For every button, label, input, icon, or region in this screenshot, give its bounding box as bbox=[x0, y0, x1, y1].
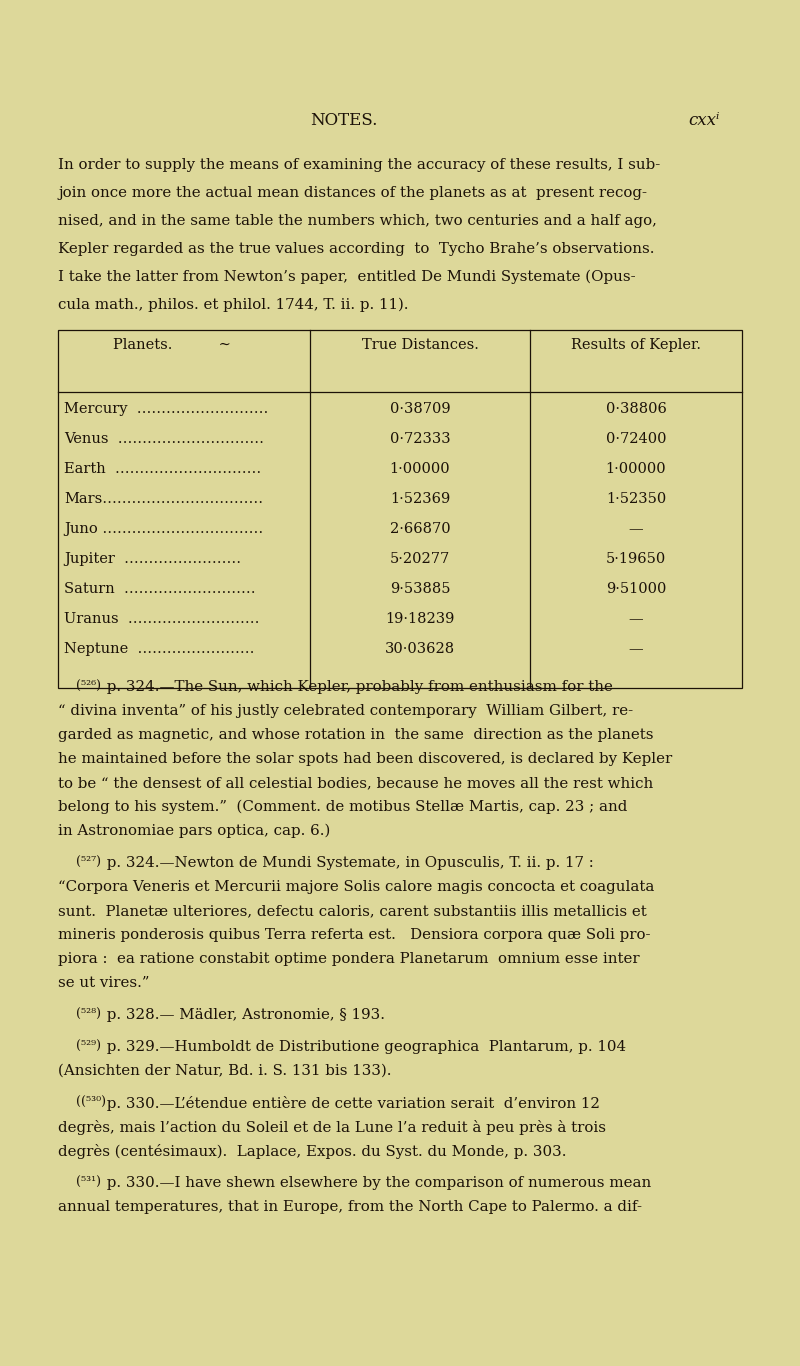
Text: NOTES.: NOTES. bbox=[310, 112, 378, 128]
Text: degrès, mais l’action du Soleil et de la Lune l’a reduit à peu près à trois: degrès, mais l’action du Soleil et de la… bbox=[58, 1120, 606, 1135]
Text: —: — bbox=[629, 612, 643, 626]
Text: p. 324.—Newton de Mundi Systemate, in Opusculis, T. ii. p. 17 :: p. 324.—Newton de Mundi Systemate, in Op… bbox=[102, 856, 594, 870]
Text: Neptune  ……………………: Neptune …………………… bbox=[64, 642, 254, 656]
Text: “ divina inventa” of his justly celebrated contemporary  William Gilbert, re-: “ divina inventa” of his justly celebrat… bbox=[58, 703, 633, 719]
Text: Jupiter  ……………………: Jupiter …………………… bbox=[64, 552, 241, 566]
Text: (⁵²⁹): (⁵²⁹) bbox=[76, 1040, 101, 1053]
Text: belong to his system.”  (Comment. de motibus Stellæ Martis, cap. 23 ; and: belong to his system.” (Comment. de moti… bbox=[58, 800, 627, 814]
Text: 1·00000: 1·00000 bbox=[390, 462, 450, 475]
Text: “Corpora Veneris et Mercurii majore Solis calore magis concocta et coagulata: “Corpora Veneris et Mercurii majore Soli… bbox=[58, 880, 654, 893]
Text: 5·20277: 5·20277 bbox=[390, 552, 450, 566]
Text: (⁵²⁶): (⁵²⁶) bbox=[76, 680, 101, 693]
Text: (⁵²⁸): (⁵²⁸) bbox=[76, 1008, 101, 1020]
Text: 5·19650: 5·19650 bbox=[606, 552, 666, 566]
Text: p. 328.— Mädler, Astronomie, § 193.: p. 328.— Mädler, Astronomie, § 193. bbox=[102, 1008, 385, 1022]
Text: —: — bbox=[629, 642, 643, 656]
Text: sunt.  Planetæ ulteriores, defectu caloris, carent substantiis illis metallicis : sunt. Planetæ ulteriores, defectu calori… bbox=[58, 904, 646, 918]
Text: 0·72333: 0·72333 bbox=[390, 432, 450, 447]
Text: 1·00000: 1·00000 bbox=[606, 462, 666, 475]
Text: In order to supply the means of examining the accuracy of these results, I sub-: In order to supply the means of examinin… bbox=[58, 158, 660, 172]
Text: Saturn  ………………………: Saturn ……………………… bbox=[64, 582, 256, 596]
Text: 0·72400: 0·72400 bbox=[606, 432, 666, 447]
Text: Kepler regarded as the true values according  to  Tycho Brahe’s observations.: Kepler regarded as the true values accor… bbox=[58, 242, 654, 255]
Text: Juno ……………………………: Juno …………………………… bbox=[64, 522, 263, 535]
Text: (Ansichten der Natur, Bd. i. S. 131 bis 133).: (Ansichten der Natur, Bd. i. S. 131 bis … bbox=[58, 1064, 391, 1078]
Text: to be “ the densest of all celestial bodies, because he moves all the rest which: to be “ the densest of all celestial bod… bbox=[58, 776, 654, 790]
Text: 9·53885: 9·53885 bbox=[390, 582, 450, 596]
Text: nised, and in the same table the numbers which, two centuries and a half ago,: nised, and in the same table the numbers… bbox=[58, 214, 657, 228]
Text: annual temperatures, that in Europe, from the North Cape to Palermo. a dif-: annual temperatures, that in Europe, fro… bbox=[58, 1199, 642, 1214]
Text: 19·18239: 19·18239 bbox=[386, 612, 454, 626]
Text: True Distances.: True Distances. bbox=[362, 337, 478, 352]
Text: ((⁵³⁰): ((⁵³⁰) bbox=[76, 1096, 106, 1109]
Text: p. 330.—I have shewn elsewhere by the comparison of numerous mean: p. 330.—I have shewn elsewhere by the co… bbox=[102, 1176, 651, 1190]
Text: 9·51000: 9·51000 bbox=[606, 582, 666, 596]
Text: 1·52369: 1·52369 bbox=[390, 492, 450, 505]
Text: cxxⁱ: cxxⁱ bbox=[688, 112, 720, 128]
Text: 30·03628: 30·03628 bbox=[385, 642, 455, 656]
Text: 1·52350: 1·52350 bbox=[606, 492, 666, 505]
Text: p. 330.—L’étendue entière de cette variation serait  d’environ 12: p. 330.—L’étendue entière de cette varia… bbox=[102, 1096, 600, 1111]
Text: I take the latter from Newton’s paper,  entitled De Mundi Systemate (Opus-: I take the latter from Newton’s paper, e… bbox=[58, 270, 636, 284]
Text: —: — bbox=[629, 522, 643, 535]
Text: mineris ponderosis quibus Terra referta est.   Densiora corpora quæ Soli pro-: mineris ponderosis quibus Terra referta … bbox=[58, 928, 650, 943]
Text: Mars……………………………: Mars…………………………… bbox=[64, 492, 263, 505]
Text: 0·38806: 0·38806 bbox=[606, 402, 666, 417]
Text: p. 324.—The Sun, which Kepler, probably from enthusiasm for the: p. 324.—The Sun, which Kepler, probably … bbox=[102, 680, 613, 694]
Text: se ut vires.”: se ut vires.” bbox=[58, 975, 150, 990]
Text: cula math., philos. et philol. 1744, T. ii. p. 11).: cula math., philos. et philol. 1744, T. … bbox=[58, 298, 409, 313]
Text: piora :  ea ratione constabit optime pondera Planetarum  omnium esse inter: piora : ea ratione constabit optime pond… bbox=[58, 952, 640, 966]
Text: degrès (centésimaux).  Laplace, Expos. du Syst. du Monde, p. 303.: degrès (centésimaux). Laplace, Expos. du… bbox=[58, 1143, 566, 1158]
Text: garded as magnetic, and whose rotation in  the same  direction as the planets: garded as magnetic, and whose rotation i… bbox=[58, 728, 654, 742]
Text: Results of Kepler.: Results of Kepler. bbox=[571, 337, 701, 352]
Text: he maintained before the solar spots had been discovered, is declared by Kepler: he maintained before the solar spots had… bbox=[58, 753, 672, 766]
Text: Mercury  ………………………: Mercury ……………………… bbox=[64, 402, 268, 417]
Bar bbox=[58, 331, 742, 688]
Text: in Astronomiae pars optica, cap. 6.): in Astronomiae pars optica, cap. 6.) bbox=[58, 824, 330, 839]
Text: Venus  …………………………: Venus ………………………… bbox=[64, 432, 264, 447]
Text: Earth  …………………………: Earth ………………………… bbox=[64, 462, 262, 475]
Text: join once more the actual mean distances of the planets as at  present recog-: join once more the actual mean distances… bbox=[58, 186, 647, 199]
Text: (⁵³¹): (⁵³¹) bbox=[76, 1176, 101, 1188]
Text: Planets.          ∼: Planets. ∼ bbox=[113, 337, 231, 352]
Text: 0·38709: 0·38709 bbox=[390, 402, 450, 417]
Text: 2·66870: 2·66870 bbox=[390, 522, 450, 535]
Text: (⁵²⁷): (⁵²⁷) bbox=[76, 856, 101, 869]
Text: Uranus  ………………………: Uranus ……………………… bbox=[64, 612, 259, 626]
Text: p. 329.—Humboldt de Distributione geographica  Plantarum, p. 104: p. 329.—Humboldt de Distributione geogra… bbox=[102, 1040, 626, 1055]
